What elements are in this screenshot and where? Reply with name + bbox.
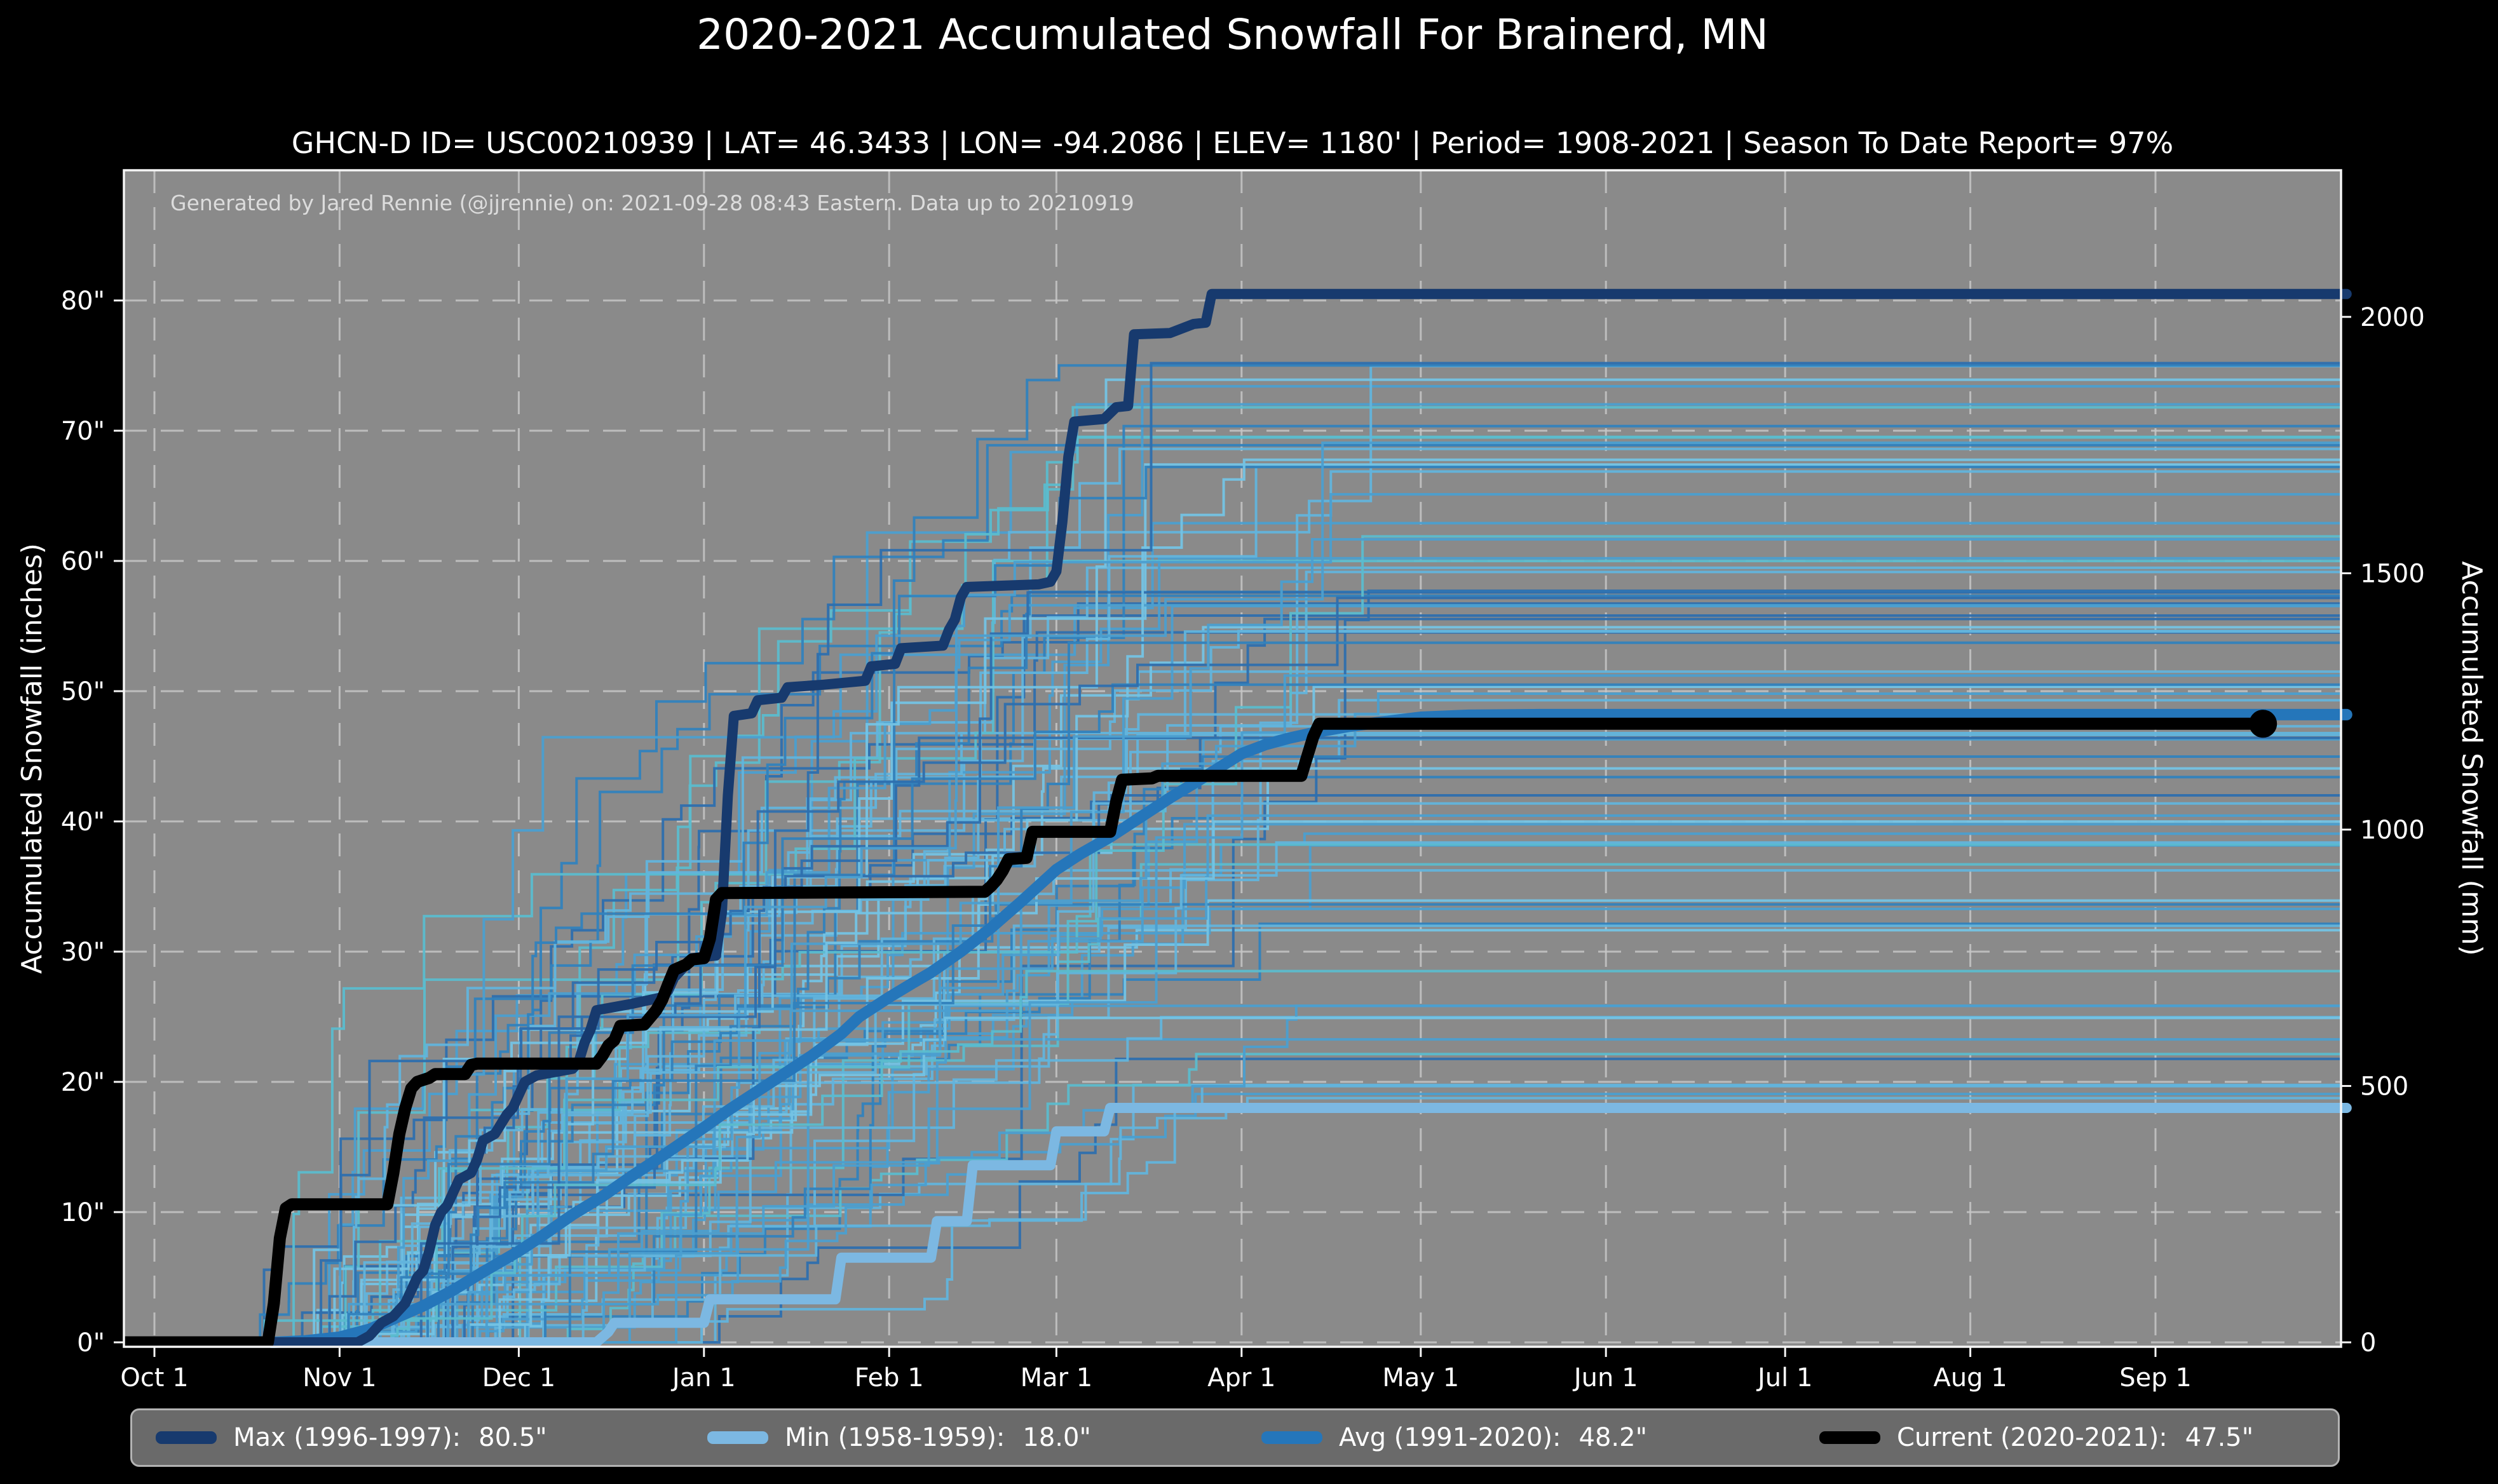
- historical-season-line: [124, 464, 2341, 1344]
- historical-season-line: [124, 969, 2341, 1344]
- y-tick-label-inches: 70": [61, 417, 105, 446]
- legend-swatch-avg: [1261, 1431, 1322, 1444]
- legend-label-min: Min (1958-1959):: [785, 1423, 1005, 1452]
- legend-label-current: Current (2020-2021):: [1897, 1423, 2168, 1452]
- y-tick-label-inches: 80": [61, 287, 105, 316]
- legend-swatch-min: [707, 1431, 768, 1444]
- historical-season-line: [124, 378, 2341, 1344]
- historical-season-line: [124, 674, 2341, 1344]
- chart-subtitle: GHCN-D ID= USC00210939 | LAT= 46.3433 | …: [291, 126, 2174, 160]
- current-end-dot: [2249, 710, 2277, 738]
- x-tick-label: Jan 1: [670, 1363, 736, 1393]
- legend-swatch-max: [156, 1431, 217, 1444]
- x-tick-label: Jun 1: [1572, 1363, 1638, 1393]
- series-line-avg: [119, 708, 2352, 1348]
- legend-value-min: 18.0": [1022, 1423, 1091, 1452]
- historical-season-line: [124, 463, 2341, 1344]
- y-tick-label-mm: 2000: [2360, 303, 2425, 332]
- historical-season-line: [124, 522, 2341, 1344]
- historical-season-line: [124, 1057, 2341, 1344]
- legend-item-max: Max (1996-1997): 80.5": [156, 1410, 547, 1465]
- legend-value-avg: 48.2": [1578, 1423, 1647, 1452]
- y-tick-label-mm: 1000: [2360, 816, 2425, 845]
- legend-label-avg: Avg (1991-2020):: [1339, 1423, 1561, 1452]
- legend-item-avg: Avg (1991-2020): 48.2": [1261, 1410, 1647, 1465]
- plot-border: [123, 169, 2342, 1348]
- x-tick-label: Sep 1: [2119, 1363, 2192, 1393]
- x-tick-label: May 1: [1382, 1363, 1459, 1393]
- historical-season-line: [124, 590, 2341, 1344]
- y-tick-label-inches: 40": [61, 807, 105, 837]
- historical-season-line: [124, 1016, 2341, 1344]
- y-tick-label-mm: 500: [2360, 1072, 2408, 1101]
- historical-season-line: [124, 590, 2341, 1344]
- historical-season-line: [124, 538, 2341, 1344]
- historical-season-line: [124, 1096, 2341, 1344]
- y-tick-label-inches: 20": [61, 1068, 105, 1097]
- x-tick-label: Aug 1: [1933, 1363, 2007, 1393]
- y-tick-label-mm: 0: [2360, 1328, 2376, 1358]
- legend-label-max: Max (1996-1997):: [233, 1423, 461, 1452]
- x-tick-label: Apr 1: [1207, 1363, 1275, 1393]
- y-tick-label-inches: 50": [61, 677, 105, 706]
- historical-season-line: [124, 1004, 2341, 1344]
- legend-value-max: 80.5": [479, 1423, 547, 1452]
- historical-season-line: [124, 683, 2341, 1344]
- y-axis-label-mm: Accumulated Snowfall (mm): [2455, 561, 2488, 956]
- legend: Max (1996-1997): 80.5" Min (1958-1959): …: [130, 1408, 2340, 1467]
- x-tick-label: Jul 1: [1756, 1363, 1812, 1393]
- historical-season-line: [124, 364, 2341, 1344]
- y-tick-label-inches: 60": [61, 547, 105, 576]
- legend-item-min: Min (1958-1959): 18.0": [707, 1410, 1091, 1465]
- y-tick-label-inches: 30": [61, 938, 105, 967]
- historical-season-line: [124, 670, 2341, 1344]
- historical-season-line: [124, 899, 2341, 1344]
- generated-by-annotation: Generated by Jared Rennie (@jjrennie) on…: [170, 191, 1134, 215]
- y-tick-label-inches: 0": [77, 1328, 105, 1358]
- legend-swatch-current: [1819, 1431, 1880, 1444]
- x-tick-label: Oct 1: [120, 1363, 188, 1393]
- legend-item-current: Current (2020-2021): 47.5": [1819, 1410, 2253, 1465]
- historical-season-line: [124, 767, 2341, 1344]
- historical-season-line: [124, 594, 2341, 1344]
- historical-season-line: [124, 692, 2341, 1344]
- series-line-min: [119, 1103, 2352, 1347]
- historical-season-line: [124, 361, 2341, 1344]
- x-tick-label: Dec 1: [482, 1363, 556, 1393]
- y-tick-label-inches: 10": [61, 1198, 105, 1227]
- legend-value-current: 47.5": [2185, 1423, 2254, 1452]
- chart-title: 2020-2021 Accumulated Snowfall For Brain…: [696, 10, 1768, 59]
- series-line-current: [118, 717, 2269, 1349]
- historical-season-line: [124, 442, 2341, 1344]
- x-tick-label: Mar 1: [1021, 1363, 1093, 1393]
- historical-season-line: [124, 903, 2341, 1344]
- x-tick-label: Nov 1: [302, 1363, 376, 1393]
- y-tick-label-mm: 1500: [2360, 559, 2425, 588]
- x-tick-label: Feb 1: [855, 1363, 924, 1393]
- y-axis-label-inches: Accumulated Snowfall (inches): [16, 543, 48, 974]
- historical-season-line: [124, 458, 2341, 1344]
